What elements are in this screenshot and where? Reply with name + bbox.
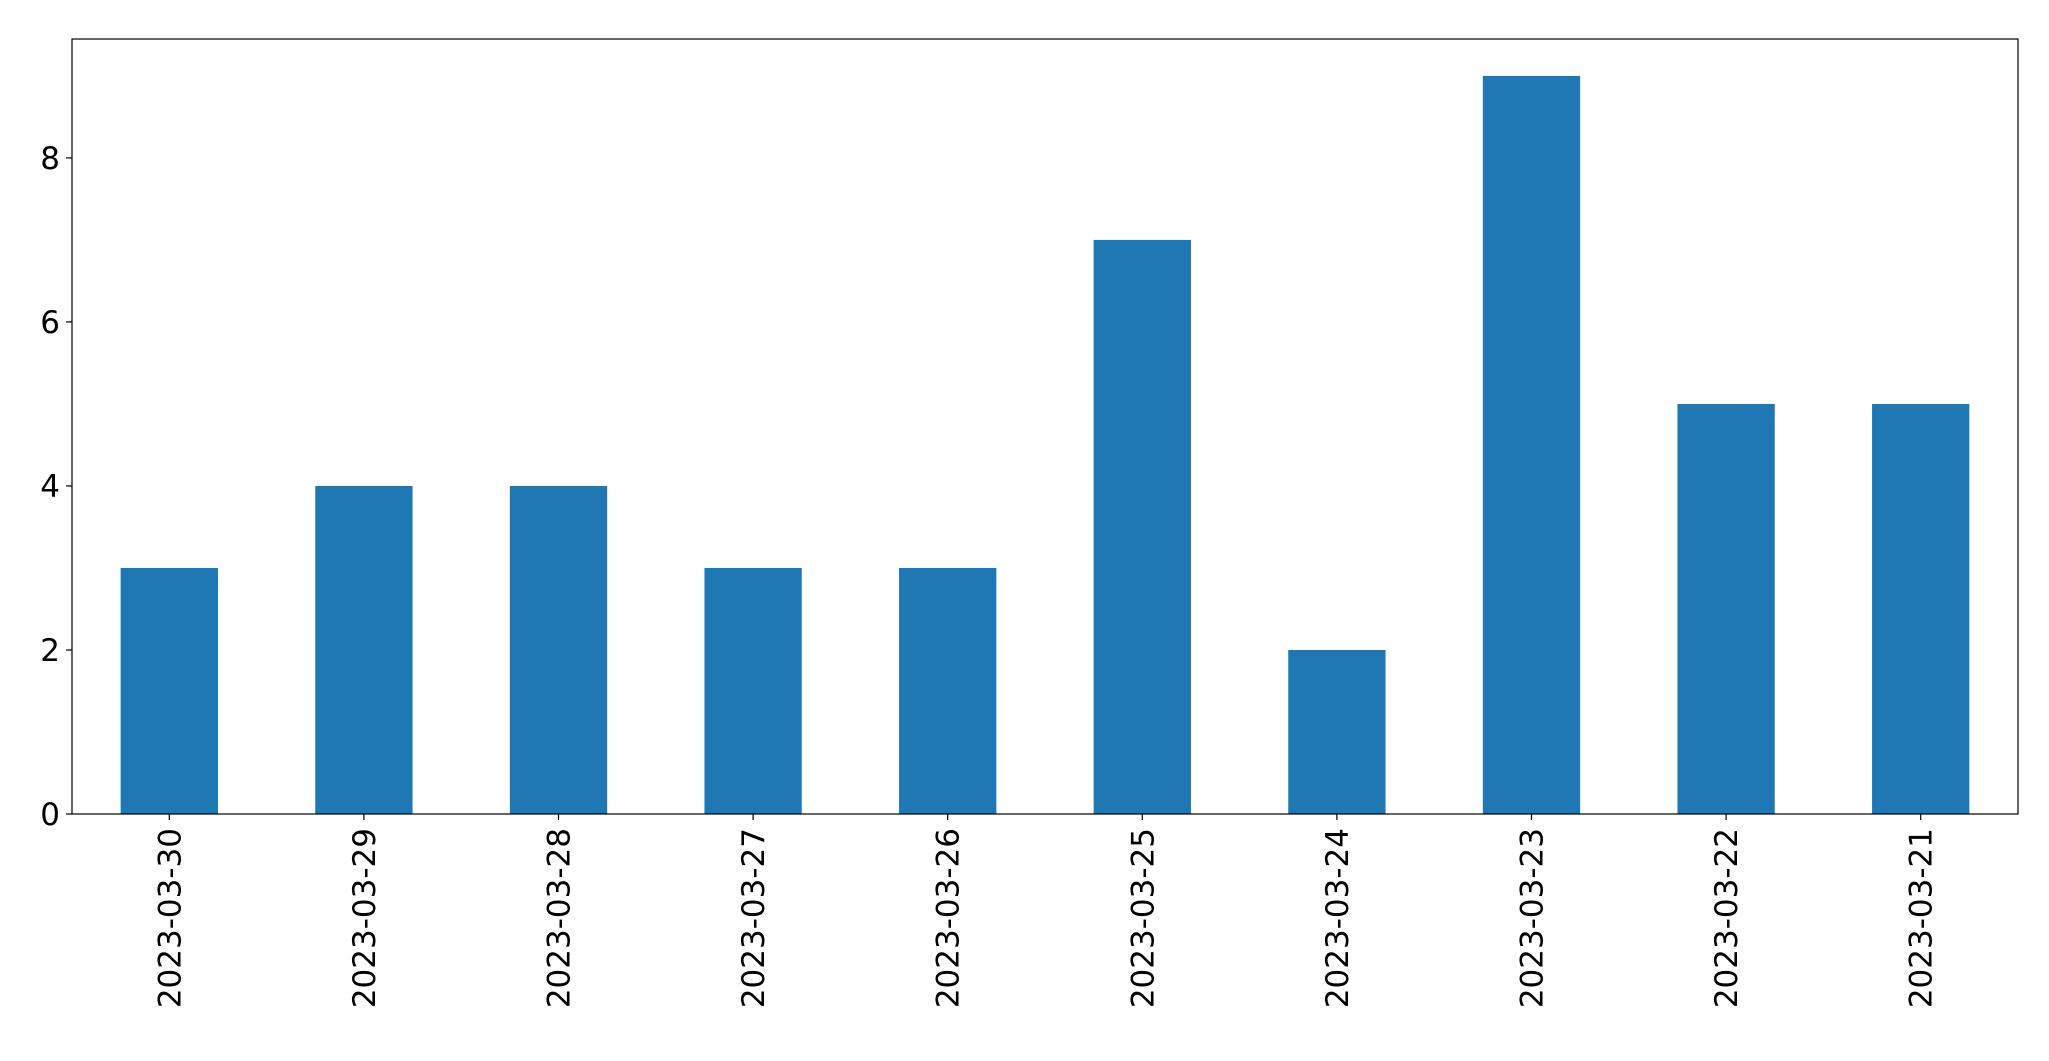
x-tick-label: 2023-03-28	[542, 828, 578, 1008]
bar	[704, 567, 802, 814]
y-tick-label: 0	[40, 797, 60, 833]
plot-frame	[71, 38, 2019, 815]
bar	[315, 485, 413, 814]
bar	[1872, 403, 1970, 814]
x-tick-label: 2023-03-26	[931, 828, 967, 1008]
bar	[1093, 239, 1191, 815]
x-tick-label: 2023-03-27	[736, 828, 772, 1008]
y-tick-label: 8	[40, 141, 60, 177]
x-tick-label: 2023-03-25	[1125, 828, 1161, 1008]
x-tick-label: 2023-03-22	[1709, 828, 1745, 1008]
x-tick-label: 2023-03-29	[347, 828, 383, 1008]
y-tick-label: 4	[40, 469, 60, 505]
bar	[120, 567, 218, 814]
y-tick-label: 2	[40, 633, 60, 669]
bar	[1482, 75, 1581, 814]
x-tick-label: 2023-03-23	[1515, 828, 1551, 1008]
bar	[899, 567, 997, 814]
y-tick-label: 6	[40, 305, 60, 341]
x-tick-label: 2023-03-24	[1320, 828, 1356, 1008]
bar	[509, 485, 608, 814]
bar	[1677, 403, 1775, 814]
bar	[1288, 649, 1386, 814]
x-tick-label: 2023-03-30	[152, 828, 188, 1008]
x-tick-label: 2023-03-21	[1904, 828, 1940, 1008]
